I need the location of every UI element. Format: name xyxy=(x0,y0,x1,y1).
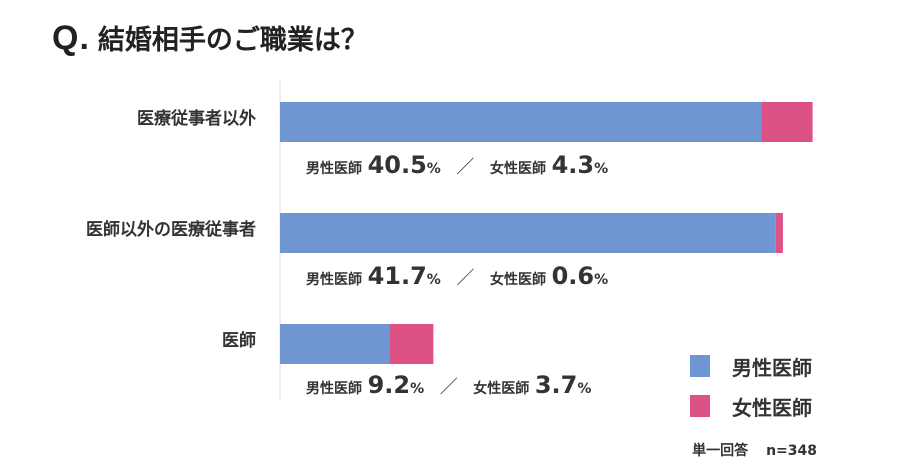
percent-sign: % xyxy=(577,381,592,397)
female-label: 女性医師 xyxy=(473,381,530,397)
bar-segment-male xyxy=(280,102,762,142)
female-label: 女性医師 xyxy=(489,161,546,177)
category-label: 医師 xyxy=(222,331,256,351)
male-label: 男性医師 xyxy=(306,272,362,288)
sample-size: n=348 xyxy=(766,443,817,459)
bar-segment-female xyxy=(775,213,783,253)
bar-segment-male xyxy=(280,213,776,253)
female-value: 4.3 xyxy=(551,151,595,179)
legend-item-male: 男性医師 xyxy=(690,346,812,386)
male-value: 9.2 xyxy=(367,371,411,399)
value-row: 男性医師 9.2% ／ 女性医師 3.7% xyxy=(306,370,591,400)
category-label: 医師以外の医療従事者 xyxy=(86,220,256,240)
value-row: 男性医師 41.7% ／ 女性医師 0.6% xyxy=(306,261,608,291)
male-value: 40.5 xyxy=(367,151,427,179)
female-value: 3.7 xyxy=(534,371,578,399)
male-label: 男性医師 xyxy=(306,161,362,177)
legend-label-female: 女性医師 xyxy=(732,395,812,420)
value-row: 男性医師 40.5% ／ 女性医師 4.3% xyxy=(306,150,608,180)
male-value: 41.7 xyxy=(367,262,427,290)
percent-sign: % xyxy=(426,161,441,177)
category-label: 医療従事者以外 xyxy=(137,109,256,129)
answer-type: 単一回答 xyxy=(692,443,749,459)
female-label: 女性医師 xyxy=(489,272,546,288)
legend-swatch-female xyxy=(690,395,710,417)
chart-title: Q. 結婚相手のご職業は？ xyxy=(52,18,368,58)
percent-sign: % xyxy=(594,272,609,288)
question-text: 結婚相手のご職業は？ xyxy=(97,25,368,56)
separator: ／ xyxy=(439,377,458,398)
legend-label-male: 男性医師 xyxy=(732,355,812,380)
bar-segment-female xyxy=(389,324,434,364)
question-prefix: Q. xyxy=(52,19,90,57)
legend: 男性医師 女性医師 xyxy=(690,346,812,426)
separator: ／ xyxy=(456,157,475,178)
legend-item-female: 女性医師 xyxy=(690,386,812,426)
bar-segment-male xyxy=(280,324,390,364)
female-value: 0.6 xyxy=(551,262,595,290)
male-label: 男性医師 xyxy=(306,381,362,397)
separator: ／ xyxy=(456,268,475,289)
percent-sign: % xyxy=(426,272,441,288)
legend-swatch-male xyxy=(690,355,710,377)
percent-sign: % xyxy=(594,161,609,177)
percent-sign: % xyxy=(410,381,425,397)
bar-segment-female xyxy=(761,102,813,142)
footnote: 単一回答 n=348 xyxy=(692,440,817,460)
